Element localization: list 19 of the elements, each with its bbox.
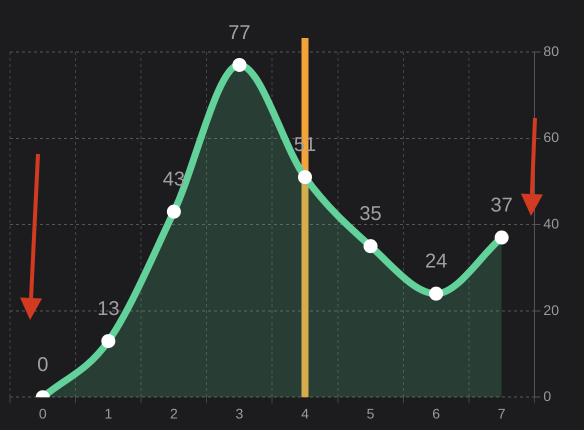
data-label: 37 [490, 194, 513, 217]
x-tick-label: 6 [432, 405, 440, 422]
y-tick-label: 20 [543, 302, 560, 318]
data-label: 0 [37, 354, 48, 376]
x-tick-label: 7 [498, 405, 506, 422]
x-tick-label: 3 [236, 405, 244, 422]
x-tick-label: 0 [38, 405, 47, 422]
data-label: 35 [359, 203, 382, 226]
data-label: 13 [97, 298, 120, 320]
data-label: 24 [424, 250, 448, 273]
x-tick-label: 2 [170, 405, 178, 422]
y-tick-label: 80 [543, 42, 560, 59]
data-label: 77 [228, 22, 251, 44]
x-tick-label: 4 [301, 405, 310, 422]
y-tick-label: 40 [543, 215, 560, 232]
y-tick-label: 0 [543, 388, 552, 404]
x-tick-label: 5 [366, 405, 375, 422]
y-tick-label: 60 [543, 129, 560, 146]
x-tick-label: 1 [104, 405, 112, 422]
